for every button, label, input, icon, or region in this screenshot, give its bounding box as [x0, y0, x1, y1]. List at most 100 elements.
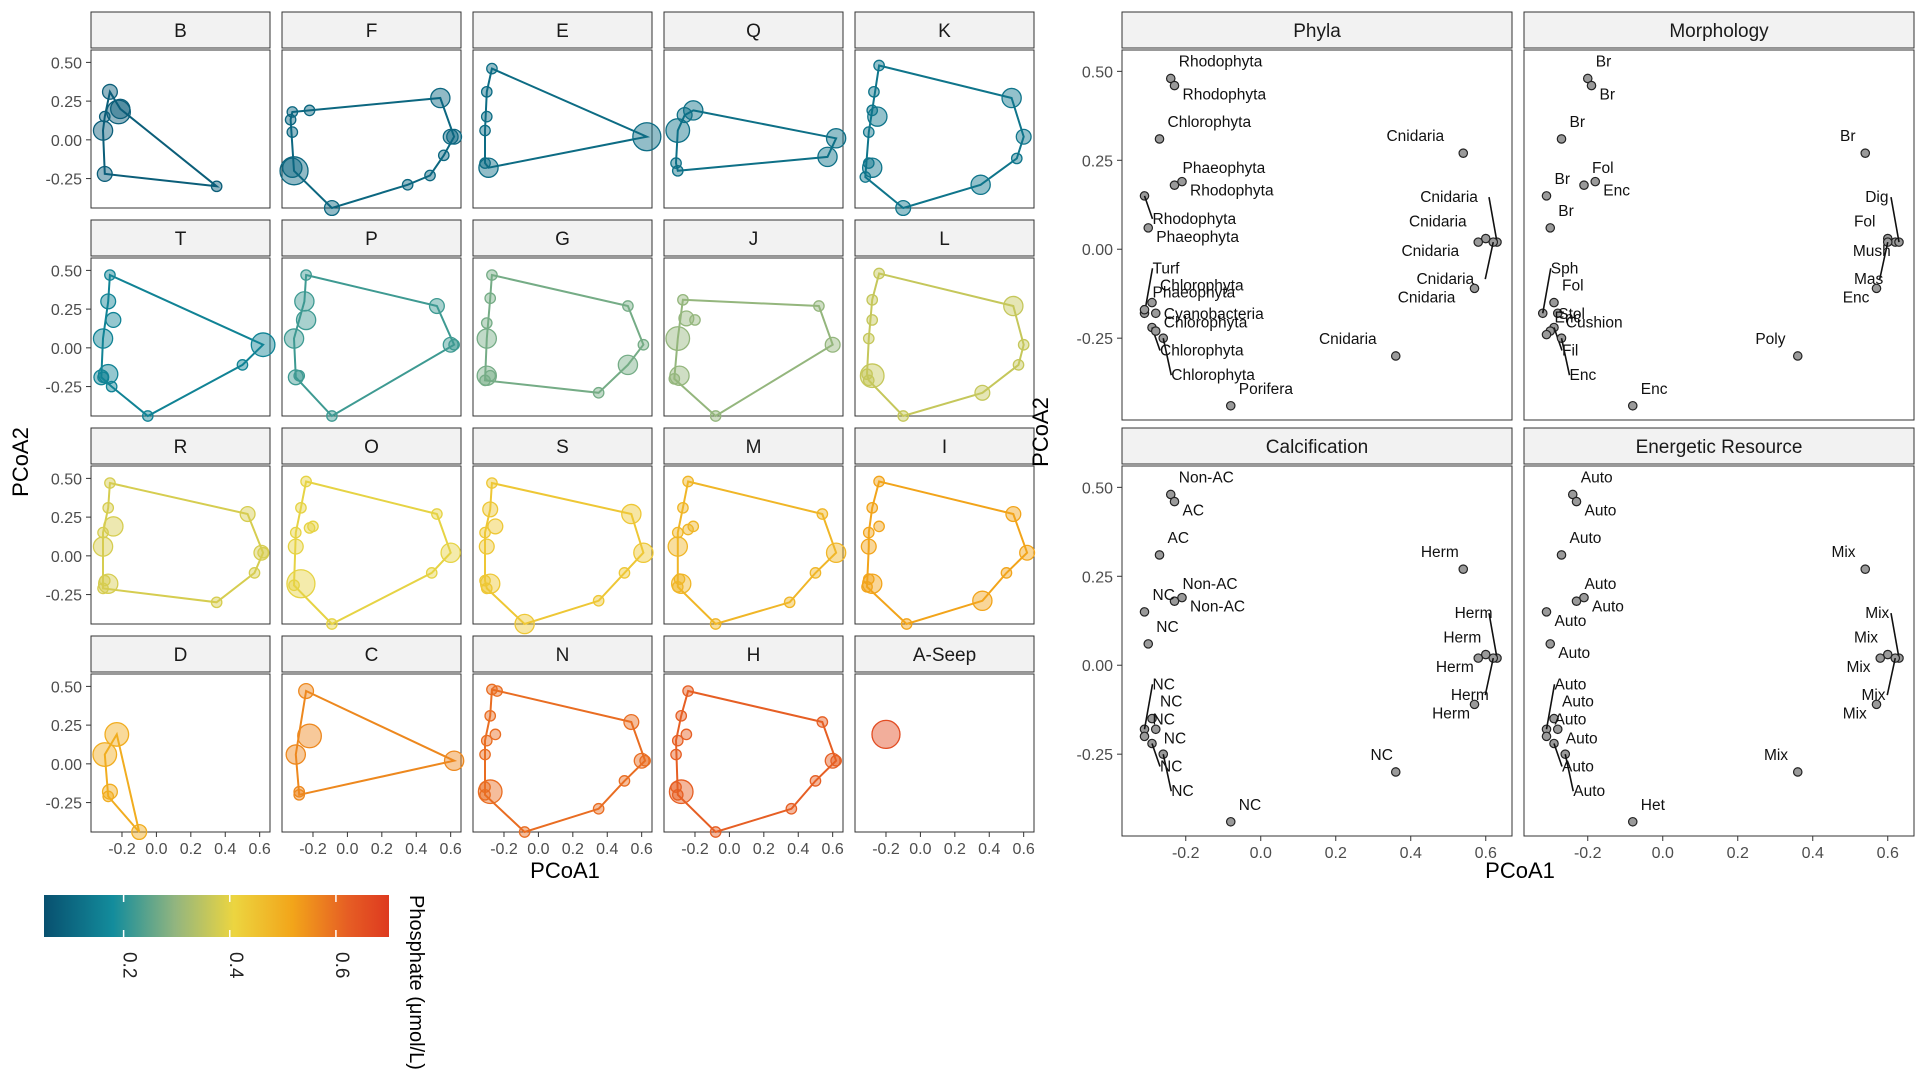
- x-tick-label: -0.2: [299, 841, 327, 858]
- site-panel-g: G: [472, 219, 653, 417]
- trait-point: [1860, 564, 1871, 574]
- point-label: Auto: [1555, 613, 1587, 630]
- x-tick-label: 0.6: [822, 841, 844, 858]
- label-leader: [1878, 241, 1889, 280]
- x-tick-label: 0.0: [145, 841, 167, 858]
- label-leader: [1484, 657, 1495, 696]
- trait-point: [1875, 653, 1886, 663]
- site-point: [479, 788, 491, 801]
- trait-point: [1556, 550, 1567, 560]
- site-point: [709, 826, 722, 838]
- site-panel-f: F: [279, 11, 463, 217]
- y-tick-label: 0.00: [1082, 658, 1113, 675]
- panel-label: I: [942, 437, 947, 458]
- legend-tick-label: 0.6: [331, 952, 352, 978]
- y-tick-label: 0.00: [51, 133, 82, 150]
- panel-plot-area: [1523, 465, 1915, 837]
- panel-plot-area: [663, 465, 844, 625]
- y-tick-label: 0.50: [51, 263, 82, 280]
- panel-label: A-Seep: [913, 645, 976, 666]
- legend-colorbar: [44, 895, 389, 937]
- site-point: [288, 579, 300, 592]
- site-point: [448, 338, 460, 351]
- site-point: [104, 269, 116, 281]
- hull-outline: [676, 480, 838, 626]
- trait-point: [1871, 699, 1882, 710]
- site-point: [972, 590, 993, 612]
- x-tick-label: 0.0: [336, 841, 358, 858]
- trait-point: [1627, 400, 1638, 411]
- site-point: [297, 723, 322, 749]
- site-point: [486, 269, 498, 281]
- point-label: Auto: [1558, 645, 1590, 662]
- site-panel-s: S: [472, 427, 654, 635]
- y-tick-label: -0.25: [1077, 747, 1114, 764]
- label-leader: [1143, 195, 1154, 220]
- site-point: [514, 613, 535, 635]
- point-label: Mush: [1853, 243, 1891, 260]
- site-point: [102, 501, 115, 514]
- site-point: [440, 542, 461, 563]
- panel-label: T: [175, 229, 187, 250]
- point-label: Enc: [1641, 381, 1668, 398]
- left-y-axis-title: PCoA2: [8, 427, 33, 497]
- site-point: [621, 503, 642, 525]
- trait-point: [1169, 496, 1180, 507]
- hull-outline: [864, 64, 1025, 210]
- panel-plot-area: [472, 465, 653, 625]
- point-label: Br: [1596, 53, 1612, 70]
- trait-point: [1169, 80, 1180, 91]
- site-point: [900, 618, 913, 630]
- site-point: [491, 685, 503, 697]
- panel-strip: [1121, 427, 1513, 465]
- site-point: [873, 475, 885, 488]
- point-label: Rhodophyta: [1190, 183, 1274, 200]
- site-point: [809, 775, 822, 787]
- label-leader: [1541, 268, 1552, 314]
- panel-strip: [1523, 11, 1915, 49]
- panel-label: Phyla: [1293, 21, 1341, 42]
- point-label: Phaeophyta: [1183, 160, 1266, 177]
- trait-point: [1590, 176, 1601, 187]
- y-tick-label: 0.00: [51, 341, 82, 358]
- point-label: Auto: [1562, 759, 1594, 776]
- site-point: [618, 567, 631, 579]
- trait-point: [1473, 653, 1484, 663]
- site-panel-i: I: [854, 427, 1036, 630]
- site-point: [92, 536, 114, 557]
- trait-point: [1458, 148, 1469, 158]
- site-point: [425, 567, 438, 579]
- x-tick-label: 0.2: [944, 841, 966, 858]
- site-panel-p: P: [281, 219, 462, 422]
- panel-label: K: [938, 21, 951, 42]
- x-tick-label: 0.6: [440, 841, 462, 858]
- site-point: [709, 410, 722, 422]
- x-tick-label: 0.0: [718, 841, 740, 858]
- site-point: [97, 526, 109, 539]
- site-point: [293, 785, 306, 798]
- point-label: Auto: [1585, 503, 1617, 520]
- site-point: [294, 291, 315, 312]
- site-point: [285, 744, 307, 765]
- panel-plot-area: [1523, 49, 1915, 421]
- site-point: [487, 518, 504, 535]
- site-point: [97, 582, 109, 595]
- hull-outline: [103, 731, 141, 833]
- point-label: Mix: [1854, 630, 1878, 647]
- x-tick-label: -0.2: [681, 841, 709, 858]
- point-label: Enc: [1603, 183, 1630, 200]
- panel-strip: [281, 219, 462, 257]
- trait-point: [1469, 283, 1480, 294]
- panel-label: O: [364, 437, 379, 458]
- point-label: Auto: [1555, 711, 1587, 728]
- site-panel-k: K: [854, 11, 1035, 217]
- site-point: [866, 501, 879, 514]
- panel-plot-area: [281, 257, 462, 417]
- site-point: [862, 332, 875, 345]
- y-tick-label: 0.50: [1082, 480, 1113, 497]
- site-point: [479, 124, 491, 137]
- trait-point: [1177, 176, 1187, 187]
- site-point: [443, 750, 465, 771]
- site-point: [323, 199, 340, 217]
- site-point: [816, 716, 829, 728]
